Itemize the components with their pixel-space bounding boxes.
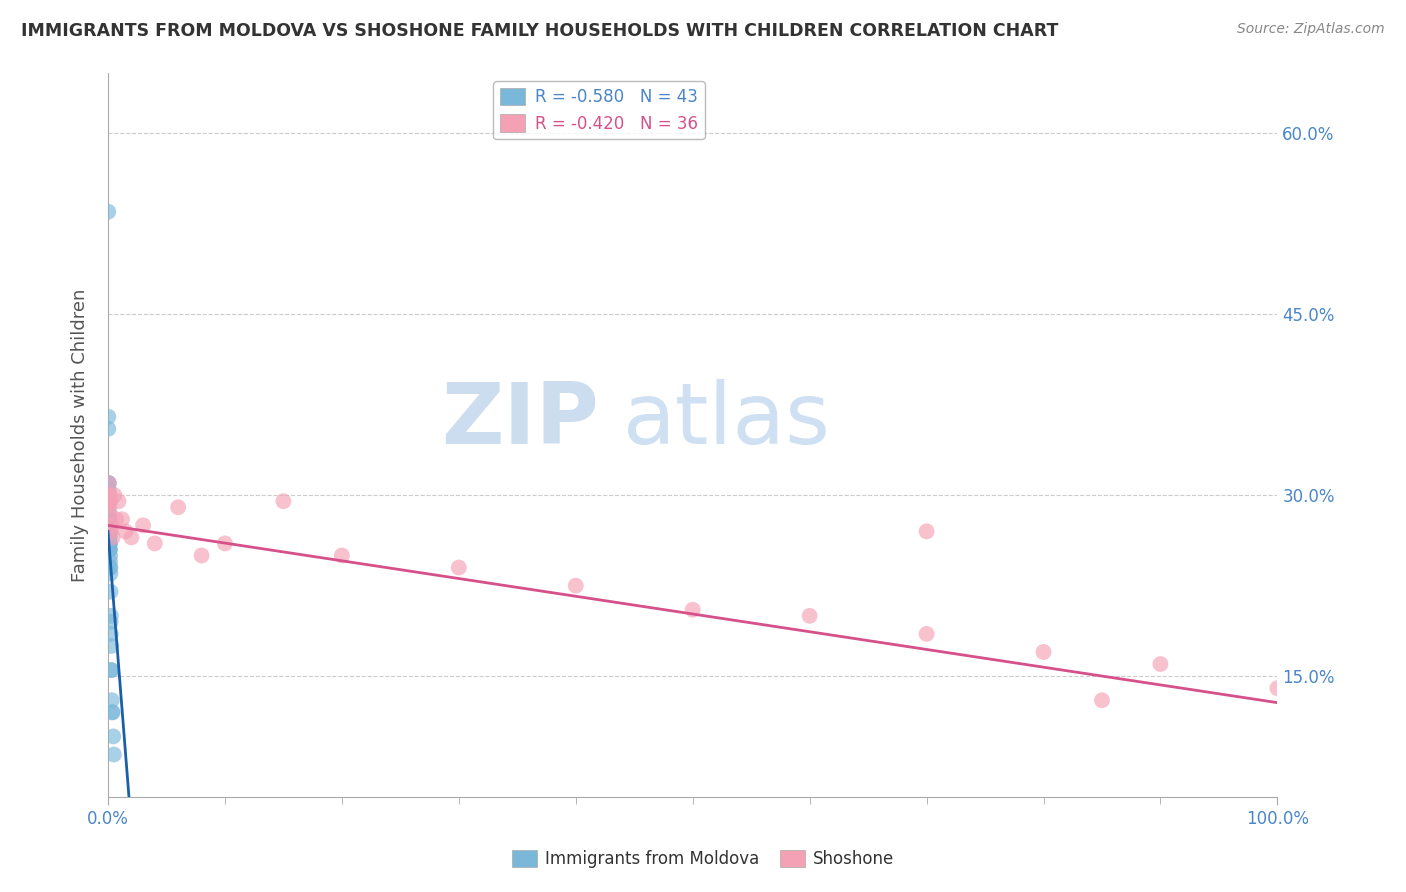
Point — [1032, 645, 1054, 659]
Point — [98, 500, 121, 515]
Point — [97, 204, 120, 219]
Point — [100, 639, 122, 653]
Point — [97, 494, 120, 508]
Point — [101, 530, 124, 544]
Point — [98, 524, 121, 539]
Point — [98, 488, 121, 502]
Point — [98, 494, 121, 508]
Point — [98, 524, 121, 539]
Point — [98, 536, 121, 550]
Point — [97, 494, 120, 508]
Point — [167, 500, 190, 515]
Point — [447, 560, 470, 574]
Point — [98, 518, 121, 533]
Point — [103, 730, 125, 744]
Point — [1149, 657, 1171, 671]
Point — [100, 663, 122, 677]
Point — [98, 536, 121, 550]
Point — [132, 518, 155, 533]
Point — [1091, 693, 1114, 707]
Point — [98, 530, 121, 544]
Point — [98, 542, 121, 557]
Point — [101, 706, 124, 720]
Point — [799, 608, 821, 623]
Point — [100, 584, 122, 599]
Point — [98, 518, 121, 533]
Point — [100, 627, 122, 641]
Point — [143, 536, 166, 550]
Point — [97, 494, 120, 508]
Point — [564, 579, 586, 593]
Point — [105, 512, 128, 526]
Point — [107, 494, 129, 508]
Point — [97, 506, 120, 520]
Point — [100, 518, 122, 533]
Point — [98, 555, 121, 569]
Point — [111, 512, 134, 526]
Point — [682, 603, 704, 617]
Point — [97, 488, 120, 502]
Point — [1267, 681, 1289, 696]
Point — [97, 476, 120, 491]
Point — [101, 693, 124, 707]
Point — [100, 566, 122, 581]
Point — [98, 530, 121, 544]
Point — [103, 488, 125, 502]
Point — [97, 422, 120, 436]
Point — [97, 494, 120, 508]
Point — [100, 524, 122, 539]
Text: Source: ZipAtlas.com: Source: ZipAtlas.com — [1237, 22, 1385, 37]
Point — [98, 549, 121, 563]
Text: atlas: atlas — [623, 379, 831, 462]
Point — [97, 494, 120, 508]
Point — [101, 706, 124, 720]
Point — [273, 494, 295, 508]
Point — [120, 530, 142, 544]
Text: IMMIGRANTS FROM MOLDOVA VS SHOSHONE FAMILY HOUSEHOLDS WITH CHILDREN CORRELATION : IMMIGRANTS FROM MOLDOVA VS SHOSHONE FAMI… — [21, 22, 1059, 40]
Point — [190, 549, 212, 563]
Point — [98, 506, 121, 520]
Point — [97, 512, 120, 526]
Point — [98, 494, 121, 508]
Point — [98, 536, 121, 550]
Point — [97, 512, 120, 526]
Point — [114, 524, 136, 539]
Point — [98, 542, 121, 557]
Point — [100, 608, 122, 623]
Point — [330, 549, 353, 563]
Point — [100, 615, 122, 629]
Point — [103, 747, 125, 762]
Point — [97, 476, 120, 491]
Point — [97, 482, 120, 496]
Point — [97, 409, 120, 424]
Point — [214, 536, 236, 550]
Text: ZIP: ZIP — [441, 379, 599, 462]
Point — [98, 512, 121, 526]
Point — [97, 476, 120, 491]
Point — [100, 663, 122, 677]
Point — [98, 518, 121, 533]
Point — [915, 627, 938, 641]
Y-axis label: Family Households with Children: Family Households with Children — [72, 288, 89, 582]
Point — [915, 524, 938, 539]
Point — [98, 542, 121, 557]
Legend: R = -0.580   N = 43, R = -0.420   N = 36: R = -0.580 N = 43, R = -0.420 N = 36 — [494, 81, 704, 139]
Legend: Immigrants from Moldova, Shoshone: Immigrants from Moldova, Shoshone — [505, 843, 901, 875]
Point — [98, 560, 121, 574]
Point — [98, 560, 121, 574]
Point — [98, 524, 121, 539]
